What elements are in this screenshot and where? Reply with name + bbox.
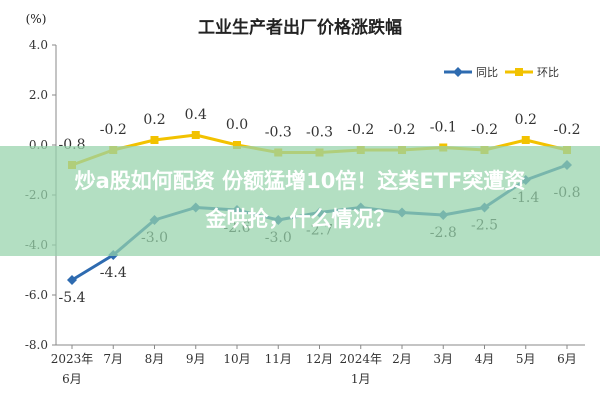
- x-tick-label-line: 3月: [433, 352, 453, 366]
- x-tick-label-line: 2月: [392, 352, 412, 366]
- data-label-mom: -0.2: [471, 122, 498, 138]
- data-label-mom: -0.2: [389, 122, 416, 138]
- legend-marker-yoy: [453, 67, 463, 77]
- data-label-mom: -0.3: [265, 125, 292, 141]
- headline-line-2[interactable]: 金哄抢，什么情况？: [205, 207, 395, 231]
- data-label-yoy: -5.4: [59, 290, 86, 306]
- x-tick-label-line: 1月: [351, 372, 371, 386]
- data-label-mom: -0.2: [100, 122, 127, 138]
- x-tick-label: 11月: [265, 352, 292, 366]
- data-point-yoy: [67, 275, 77, 285]
- x-tick-label: 4月: [475, 352, 495, 366]
- data-label-yoy: -4.4: [100, 265, 127, 281]
- x-tick-label-line: 12月: [306, 352, 333, 366]
- data-label-mom: -0.1: [430, 120, 457, 136]
- data-point-mom: [191, 131, 200, 139]
- legend-label-mom: 环比: [537, 66, 559, 79]
- x-tick-label: 2024年 1月: [339, 352, 382, 386]
- data-label-mom: -0.2: [554, 122, 581, 138]
- x-tick-label: 8月: [145, 352, 165, 366]
- x-tick-label: 5月: [516, 352, 536, 366]
- x-tick-label-line: 6月: [557, 352, 577, 366]
- data-point-mom: [150, 136, 159, 144]
- x-tick-label: 9月: [186, 352, 206, 366]
- x-tick-label: 10月: [223, 352, 250, 366]
- data-label-mom: 0.4: [185, 107, 207, 123]
- y-axis-unit: (%): [26, 12, 47, 26]
- x-tick-label: 7月: [103, 352, 123, 366]
- headline-text[interactable]: 炒a股如何配资 份额猛增10倍！这类ETF突遭资 金哄抢，什么情况？: [0, 162, 600, 238]
- x-tick-label-line: 10月: [223, 352, 250, 366]
- legend-label-yoy: 同比: [476, 66, 498, 79]
- x-tick-label-line: 2024年: [339, 352, 382, 366]
- x-tick-label-line: 7月: [103, 352, 123, 366]
- y-tick-label: -6.0: [25, 288, 48, 302]
- x-tick-label: 12月: [306, 352, 333, 366]
- x-tick-label-line: 5月: [516, 352, 536, 366]
- data-label-mom: 0.2: [515, 112, 537, 128]
- data-point-mom: [521, 136, 530, 144]
- x-tick-label-line: 2023年: [51, 352, 94, 366]
- data-point-mom: [233, 141, 241, 149]
- x-tick-label: 2023年 6月: [51, 352, 94, 386]
- legend-marker-mom: [515, 68, 523, 76]
- headline-line-1[interactable]: 炒a股如何配资 份额猛增10倍！这类ETF突遭资: [74, 169, 526, 193]
- x-tick-label: 3月: [433, 352, 453, 366]
- chart-title: 工业生产者出厂价格涨跌幅: [198, 17, 402, 38]
- x-tick-label-line: 9月: [186, 352, 206, 366]
- x-tick-label-line: 8月: [145, 352, 165, 366]
- y-tick-label: 2.0: [29, 88, 48, 102]
- x-tick-label: 2月: [392, 352, 412, 366]
- x-tick-label-line: 4月: [475, 352, 495, 366]
- data-label-mom: 0.0: [226, 117, 248, 133]
- y-tick-label: -8.0: [25, 338, 48, 352]
- x-tick-label: 6月: [557, 352, 577, 366]
- y-tick-label: 4.0: [29, 38, 48, 52]
- data-label-mom: 0.2: [143, 112, 165, 128]
- x-tick-label-line: 11月: [265, 352, 292, 366]
- legend: 同比 环比: [444, 66, 559, 79]
- x-axis-ticks: 2023年 6月 7月 8月 9月 10月 11月 12月 2024年 1月 2月 3月 4月 5月 6月: [51, 345, 577, 386]
- data-label-mom: -0.2: [347, 122, 374, 138]
- data-label-mom: -0.3: [306, 125, 333, 141]
- x-tick-label-line: 6月: [62, 372, 82, 386]
- headline-banner: [0, 146, 600, 256]
